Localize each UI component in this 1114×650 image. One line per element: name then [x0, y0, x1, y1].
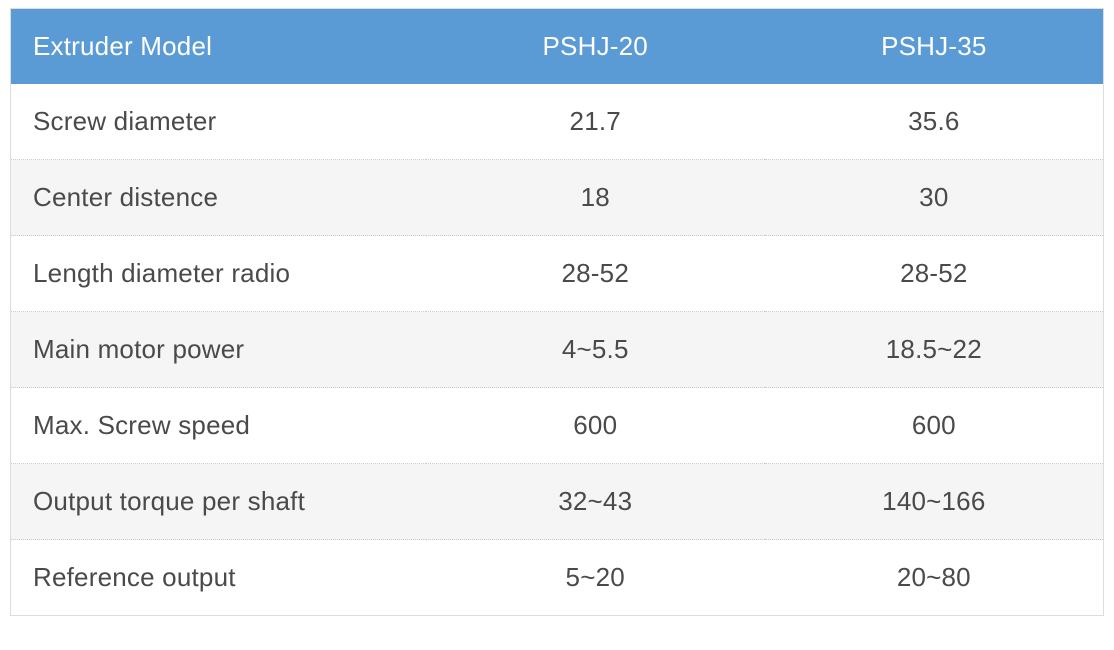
cell: 5~20	[426, 540, 765, 616]
table-row: Max. Screw speed 600 600	[11, 388, 1104, 464]
cell: 20~80	[765, 540, 1104, 616]
cell: 140~166	[765, 464, 1104, 540]
cell: 18	[426, 160, 765, 236]
table-row: Length diameter radio 28-52 28-52	[11, 236, 1104, 312]
row-label: Center distence	[11, 160, 426, 236]
col-header-0: Extruder Model	[11, 9, 426, 85]
table-row: Screw diameter 21.7 35.6	[11, 84, 1104, 160]
cell: 21.7	[426, 84, 765, 160]
row-label: Max. Screw speed	[11, 388, 426, 464]
cell: 35.6	[765, 84, 1104, 160]
row-label: Main motor power	[11, 312, 426, 388]
table-row: Reference output 5~20 20~80	[11, 540, 1104, 616]
cell: 28-52	[765, 236, 1104, 312]
table-row: Center distence 18 30	[11, 160, 1104, 236]
cell: 600	[765, 388, 1104, 464]
row-label: Reference output	[11, 540, 426, 616]
spec-table: Extruder Model PSHJ-20 PSHJ-35 Screw dia…	[10, 8, 1104, 616]
table-row: Output torque per shaft 32~43 140~166	[11, 464, 1104, 540]
cell: 600	[426, 388, 765, 464]
col-header-2: PSHJ-35	[765, 9, 1104, 85]
cell: 28-52	[426, 236, 765, 312]
row-label: Output torque per shaft	[11, 464, 426, 540]
col-header-1: PSHJ-20	[426, 9, 765, 85]
row-label: Length diameter radio	[11, 236, 426, 312]
cell: 4~5.5	[426, 312, 765, 388]
cell: 18.5~22	[765, 312, 1104, 388]
cell: 32~43	[426, 464, 765, 540]
table-row: Main motor power 4~5.5 18.5~22	[11, 312, 1104, 388]
table-header-row: Extruder Model PSHJ-20 PSHJ-35	[11, 9, 1104, 85]
cell: 30	[765, 160, 1104, 236]
row-label: Screw diameter	[11, 84, 426, 160]
